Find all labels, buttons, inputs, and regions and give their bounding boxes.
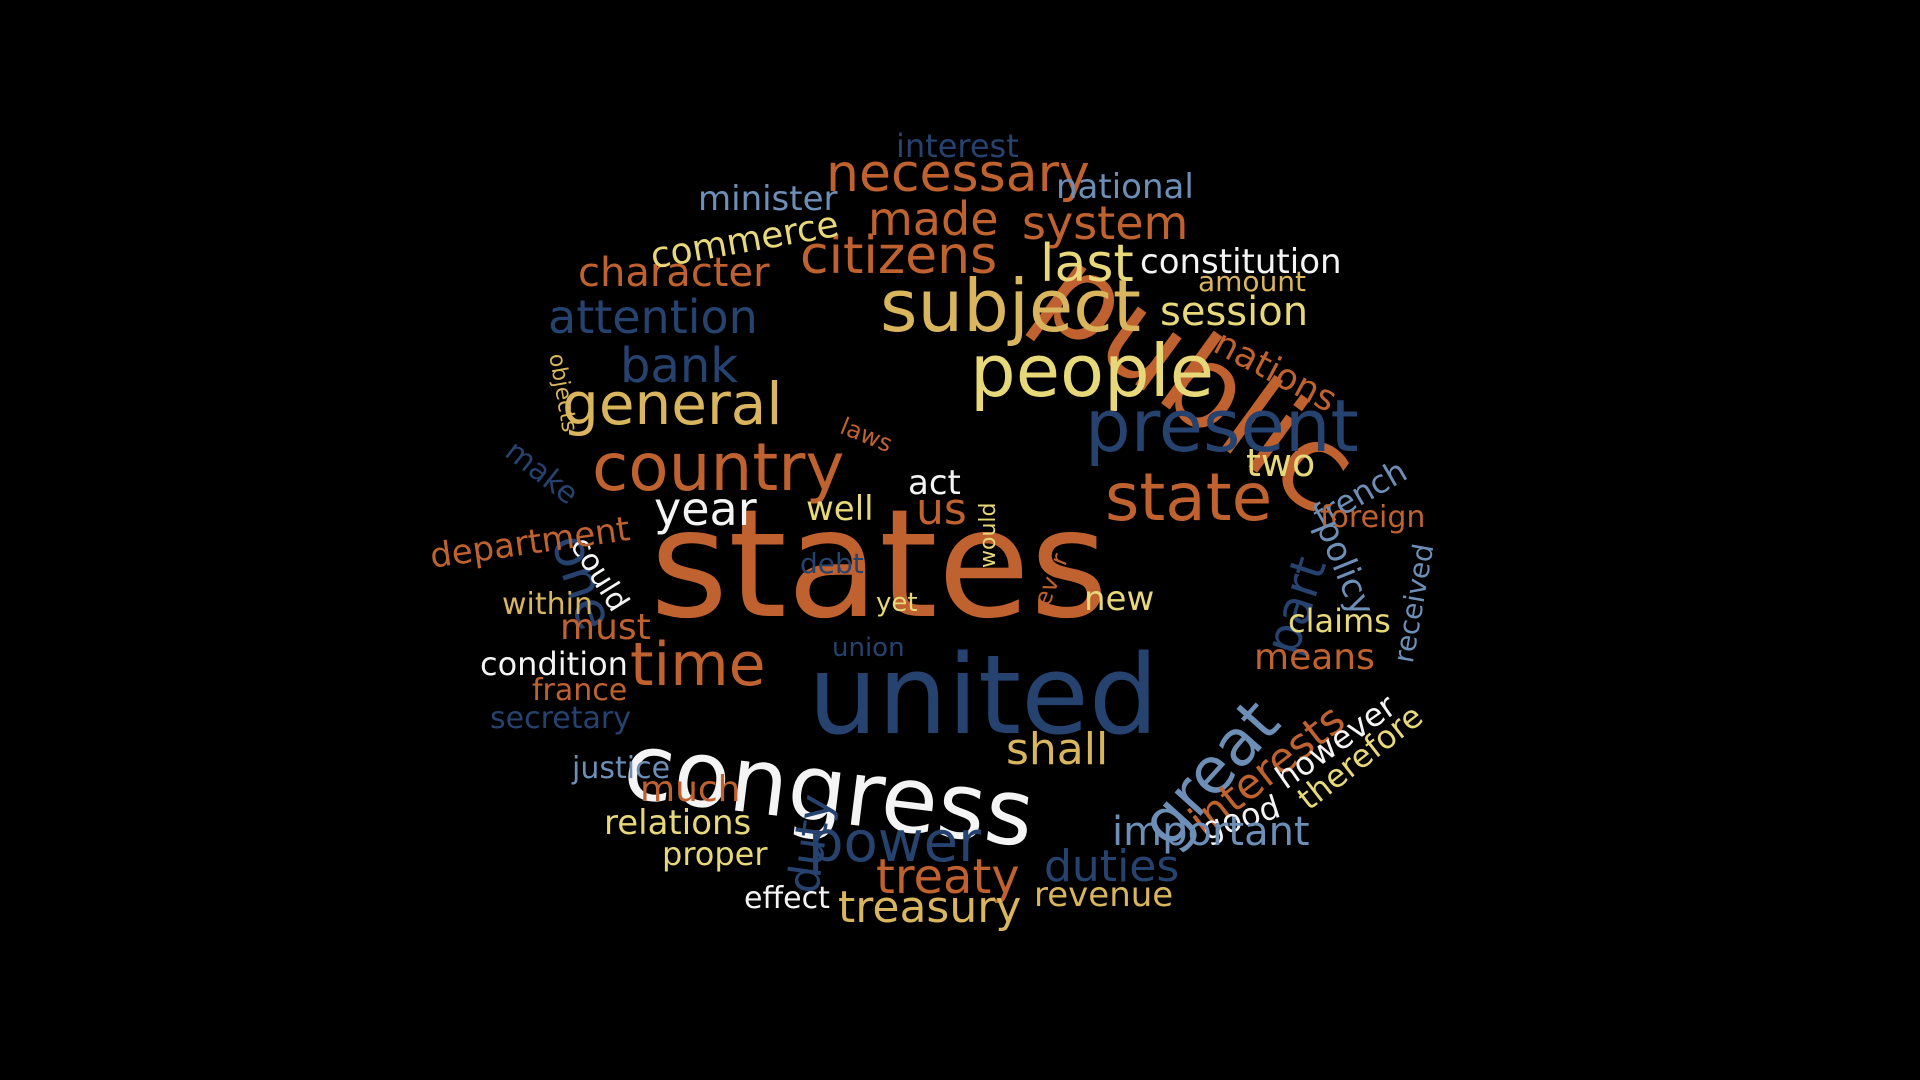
word-condition: condition bbox=[480, 645, 628, 683]
word-must: must bbox=[560, 607, 651, 648]
word-relations: relations bbox=[604, 803, 752, 843]
word-interest: interest bbox=[896, 127, 1019, 165]
word-us: us bbox=[916, 484, 967, 535]
word-france: france bbox=[532, 673, 628, 708]
word-time: time bbox=[630, 630, 766, 700]
word-revenue: revenue bbox=[1034, 875, 1174, 915]
word-make: make bbox=[498, 433, 585, 512]
word-last: last bbox=[1040, 234, 1134, 294]
word-character: character bbox=[578, 250, 770, 296]
word-justice: justice bbox=[572, 751, 671, 786]
word-shall: shall bbox=[1006, 724, 1109, 775]
word-foreign: foreign bbox=[1320, 500, 1426, 535]
word-treaty: treaty bbox=[876, 849, 1020, 905]
word-important: important bbox=[1112, 809, 1310, 855]
word-necessary: necessary bbox=[826, 144, 1090, 204]
word-general: general bbox=[562, 370, 783, 438]
word-amount: amount bbox=[1198, 265, 1307, 298]
word-citizens: citizens bbox=[800, 226, 998, 286]
word-duties: duties bbox=[1044, 841, 1180, 892]
word-states: states bbox=[650, 478, 1109, 652]
word-bank: bank bbox=[620, 338, 739, 394]
word-treasury: treasury bbox=[838, 882, 1022, 933]
word-subject: subject bbox=[880, 264, 1141, 348]
word-year: year bbox=[654, 482, 757, 536]
word-claims: claims bbox=[1288, 602, 1391, 640]
word-would: would bbox=[976, 502, 1001, 568]
word-objects: objects bbox=[543, 351, 582, 435]
word-present: present bbox=[1085, 384, 1359, 468]
word-people: people bbox=[970, 329, 1215, 413]
word-well: well bbox=[806, 489, 874, 529]
word-made: made bbox=[868, 192, 999, 246]
word-attention: attention bbox=[548, 290, 758, 344]
word-united: united bbox=[808, 631, 1159, 759]
word-national: national bbox=[1056, 167, 1194, 207]
word-session: session bbox=[1160, 289, 1309, 335]
word-yet: yet bbox=[876, 588, 918, 618]
word-minister: minister bbox=[698, 179, 838, 219]
word-two: two bbox=[1246, 441, 1316, 485]
word-laws: laws bbox=[836, 412, 897, 459]
word-debt: debt bbox=[800, 547, 864, 580]
word-proper: proper bbox=[662, 835, 768, 873]
word-received: received bbox=[1387, 541, 1441, 666]
word-within: within bbox=[502, 587, 593, 622]
word-power: power bbox=[808, 810, 982, 875]
word-much: much bbox=[640, 769, 741, 810]
word-means: means bbox=[1254, 637, 1375, 678]
word-country: country bbox=[592, 429, 845, 506]
word-constitution: constitution bbox=[1140, 242, 1342, 282]
word-system: system bbox=[1022, 196, 1189, 250]
word-duty: duty bbox=[778, 791, 843, 897]
word-new: new bbox=[1084, 579, 1155, 619]
word-effect: effect bbox=[744, 881, 830, 916]
word-state: state bbox=[1105, 459, 1273, 536]
word-act: act bbox=[908, 463, 961, 503]
word-union: union bbox=[832, 633, 905, 663]
word-secretary: secretary bbox=[490, 701, 631, 736]
